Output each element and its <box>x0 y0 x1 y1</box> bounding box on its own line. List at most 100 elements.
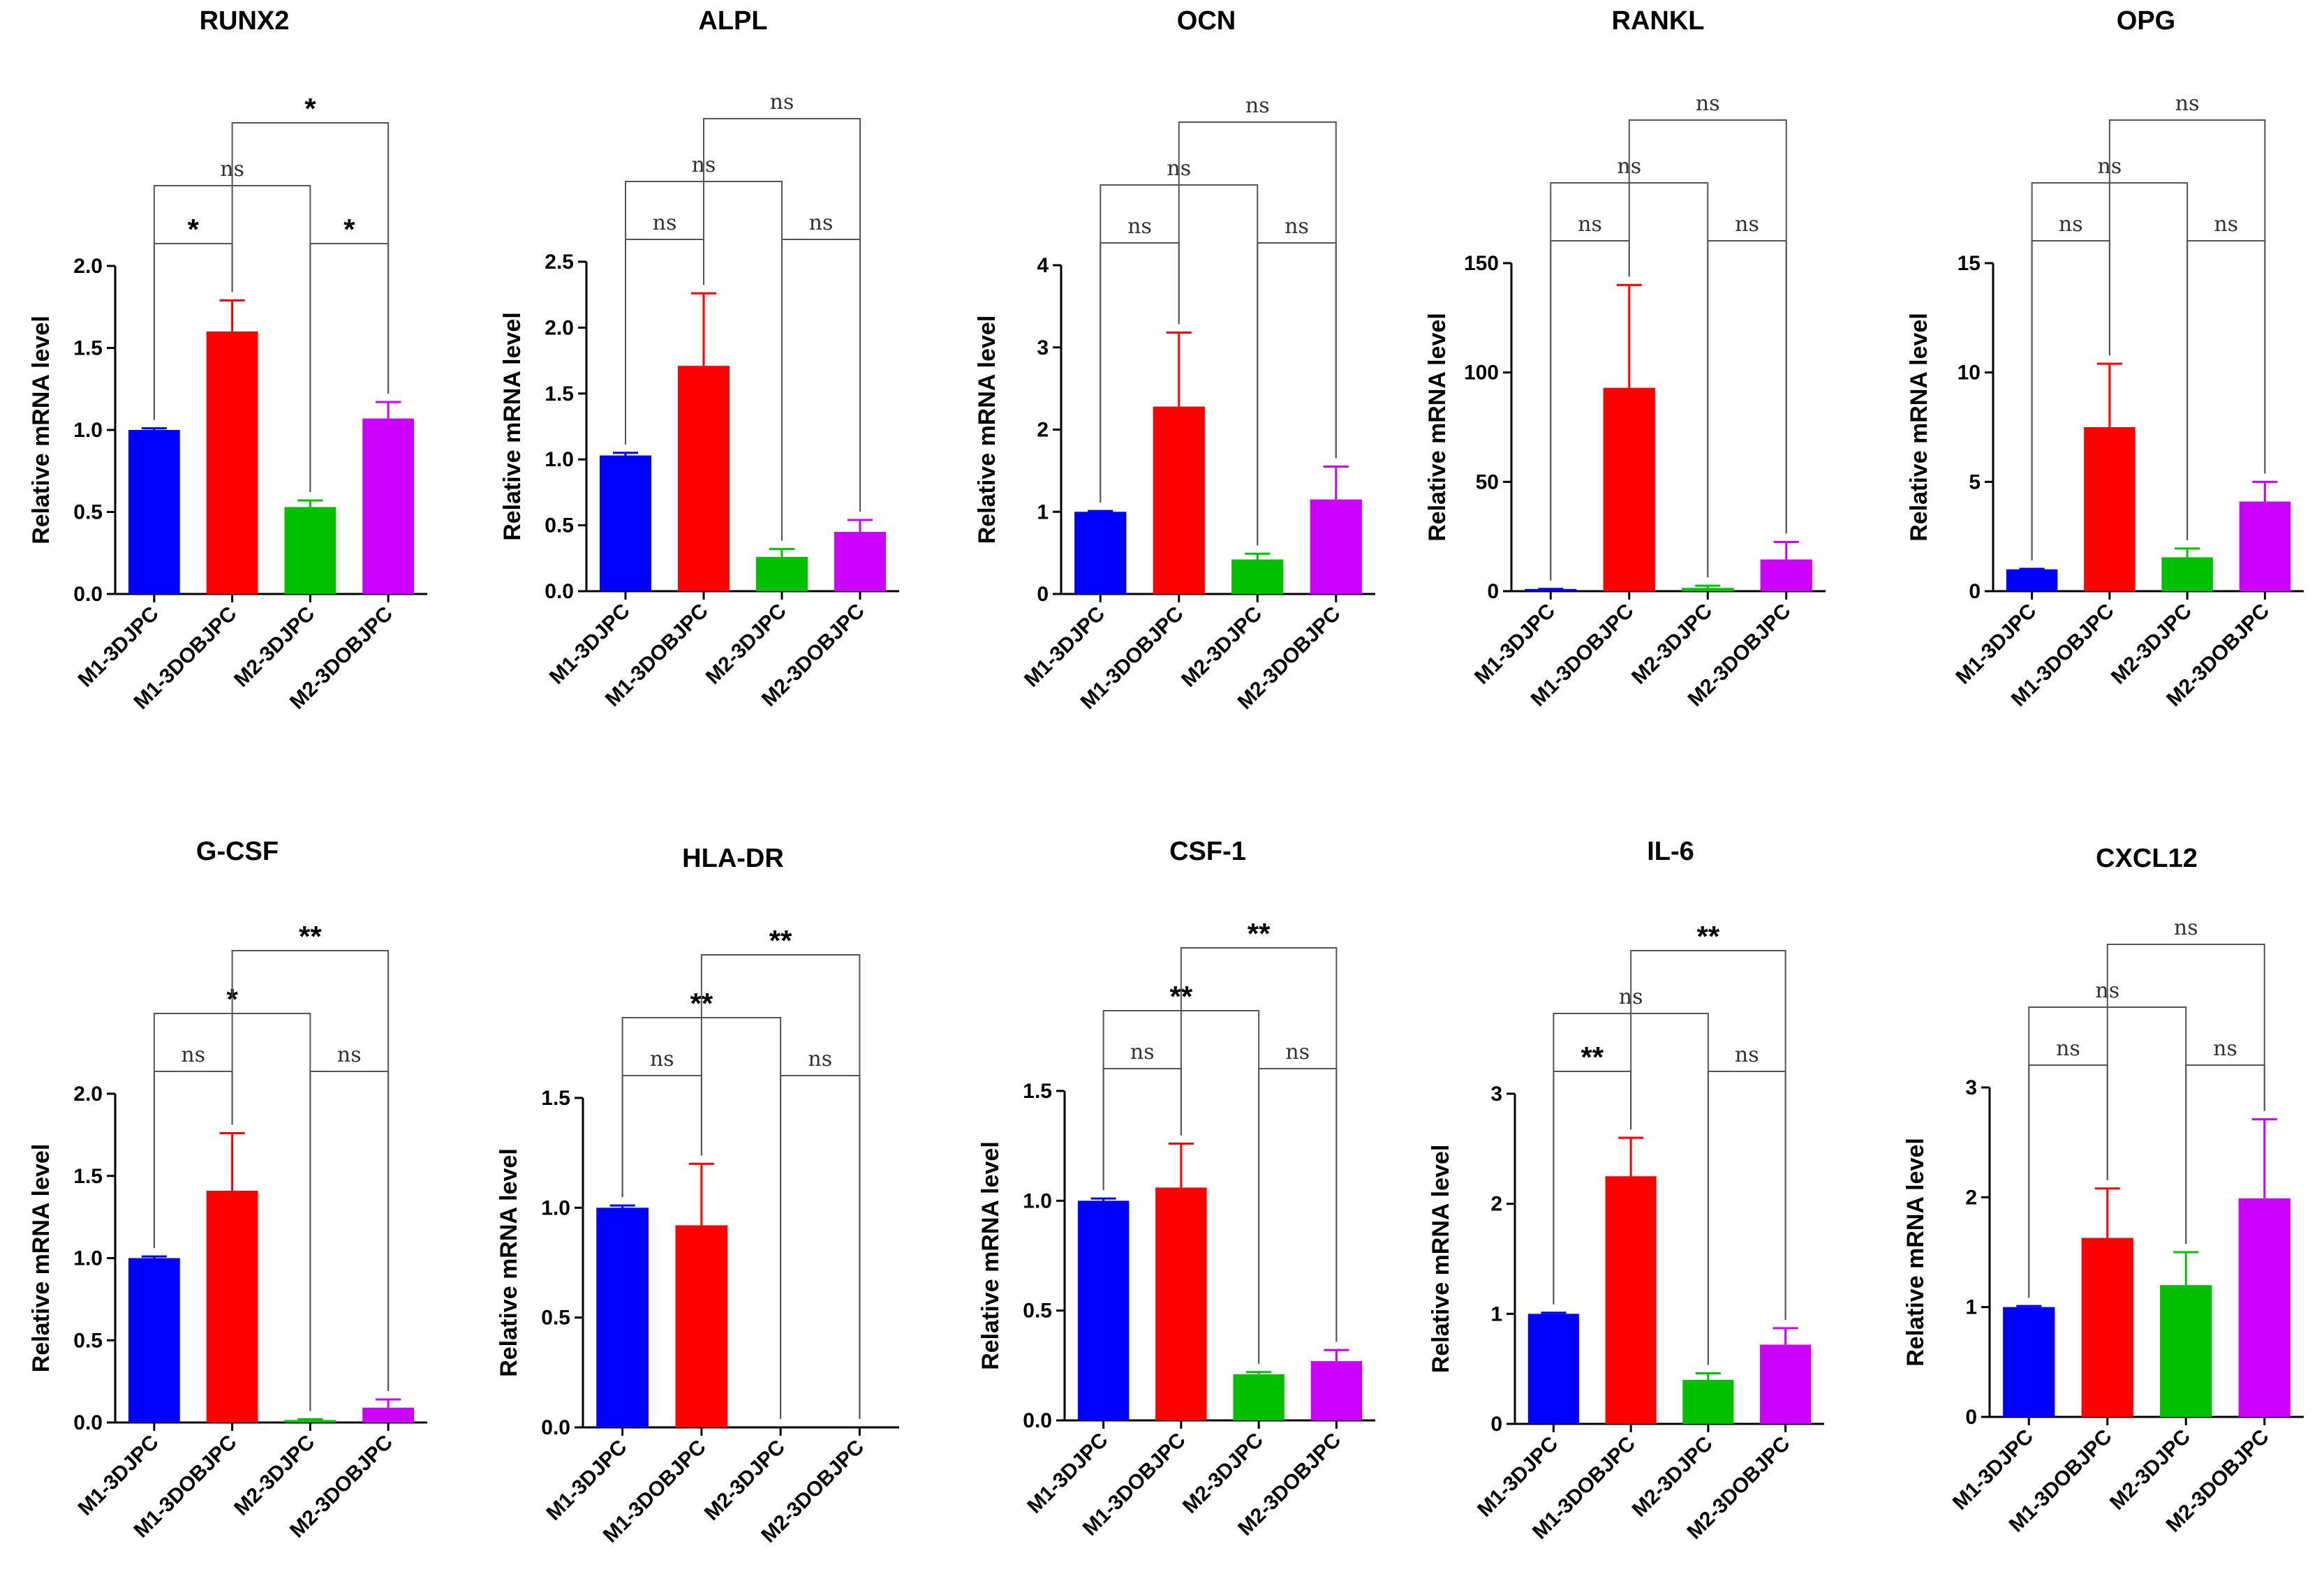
bar-m2-3dobjpc <box>2238 1198 2290 1417</box>
significance-label: ns <box>2056 1037 2080 1061</box>
bar-m1-3djpc <box>128 1258 180 1422</box>
significance-bracket <box>1180 947 1338 1342</box>
significance-bracket <box>1707 240 1787 578</box>
panel-title: RANKL <box>1612 6 1705 36</box>
significance-bracket <box>2186 240 2266 540</box>
y-tick-label: 0.5 <box>541 1307 570 1330</box>
significance-label: ns <box>2059 212 2083 237</box>
significance-bracket <box>700 954 861 1419</box>
panel-title: ALPL <box>698 6 767 36</box>
significance-label: ns <box>2214 212 2238 237</box>
y-tick-label: 1.0 <box>545 448 574 471</box>
bar-m1-3dobjpc <box>1155 1187 1207 1420</box>
panel-title: OPG <box>2117 6 2175 36</box>
bar-m2-3dobjpc <box>1760 1344 1812 1424</box>
significance-label: ns <box>1245 94 1270 118</box>
panel-title: RUNX2 <box>200 6 290 36</box>
y-tick-label: 2.5 <box>545 251 574 274</box>
significance-label: ns <box>181 1043 205 1067</box>
significance-bracket <box>231 122 390 394</box>
y-tick-label: 1.5 <box>541 1087 570 1110</box>
y-tick-label: 150 <box>1464 252 1499 275</box>
significance-bracket <box>2108 119 2266 474</box>
y-tick-label: 1.5 <box>73 1165 103 1188</box>
significance-label: ns <box>808 1047 832 1071</box>
y-axis-label: Relative mRNA level <box>974 315 1000 544</box>
y-axis-label: Relative mRNA level <box>1902 1138 1929 1367</box>
y-axis-label: Relative mRNA level <box>496 1148 522 1377</box>
panel-title: CXCL12 <box>2096 844 2198 873</box>
panel-title: OCN <box>1177 6 1236 36</box>
significance-label: ns <box>770 90 794 114</box>
significance-label: ns <box>2174 916 2198 940</box>
significance-bracket <box>703 118 861 512</box>
bar-m1-3dobjpc <box>1605 1176 1657 1424</box>
bar-m1-3djpc <box>1527 1314 1579 1424</box>
significance-label: ns <box>337 1043 362 1067</box>
panel-title: IL-6 <box>1647 837 1694 866</box>
bar-m2-3djpc <box>284 1420 336 1422</box>
y-tick-label: 1 <box>1965 1296 1977 1319</box>
significance-label: ** <box>1697 920 1720 953</box>
y-tick-label: 0 <box>1969 580 1981 603</box>
significance-bracket <box>2106 944 2265 1180</box>
y-tick-label: 100 <box>1464 362 1499 385</box>
bar-m2-3dobjpc <box>834 532 886 591</box>
y-axis-label: Relative mRNA level <box>1428 1145 1454 1374</box>
bar-m2-3djpc <box>2161 557 2213 591</box>
significance-label: ns <box>2175 91 2200 116</box>
y-tick-label: 5 <box>1969 470 1981 493</box>
bar-m1-3djpc <box>600 455 651 591</box>
significance-label: ns <box>1127 214 1152 239</box>
bar-m2-3djpc <box>284 507 336 594</box>
bar-m2-3dobjpc <box>1760 559 1812 591</box>
y-axis-label: Relative mRNA level <box>1424 313 1451 542</box>
significance-bracket <box>309 1071 390 1411</box>
significance-label: ** <box>1581 1041 1604 1073</box>
y-tick-label: 0.5 <box>545 514 574 537</box>
y-tick-label: 1 <box>1490 1302 1502 1325</box>
bar-m1-3dobjpc <box>2084 427 2136 591</box>
significance-label: ns <box>1735 1043 1759 1067</box>
y-tick-label: 0 <box>1965 1406 1977 1429</box>
y-tick-label: 1.0 <box>73 419 103 442</box>
y-tick-label: 0.5 <box>1023 1300 1052 1323</box>
bar-m1-3dobjpc <box>675 1225 728 1427</box>
y-tick-label: 2 <box>1490 1193 1502 1216</box>
significance-bracket <box>781 239 861 541</box>
significance-label: ns <box>1696 91 1720 116</box>
panel-title: HLA-DR <box>682 844 784 873</box>
significance-label: ns <box>1578 212 1602 237</box>
bar-m2-3djpc <box>1233 1374 1285 1420</box>
significance-bracket <box>1258 1068 1338 1364</box>
significance-bracket <box>780 1075 861 1419</box>
bar-m1-3dobjpc <box>2081 1238 2133 1417</box>
y-tick-label: 0.5 <box>73 1329 103 1352</box>
significance-bracket <box>1102 1068 1182 1191</box>
significance-label: ** <box>299 920 322 953</box>
y-tick-label: 1.0 <box>1023 1189 1052 1212</box>
y-tick-label: 0 <box>1487 580 1499 603</box>
bar-m2-3djpc <box>2160 1285 2212 1417</box>
bar-m1-3dobjpc <box>1603 387 1655 591</box>
bar-m1-3dobjpc <box>1153 406 1205 594</box>
y-tick-label: 0.0 <box>73 583 103 606</box>
significance-label: ns <box>1130 1040 1155 1064</box>
bar-m2-3dobjpc <box>1310 1361 1363 1420</box>
significance-label: * <box>304 92 316 125</box>
y-tick-label: 0.0 <box>545 580 574 603</box>
y-tick-label: 50 <box>1476 470 1499 493</box>
bar-m2-3dobjpc <box>362 1407 415 1422</box>
significance-label: ** <box>769 924 792 957</box>
significance-bracket <box>1628 119 1787 534</box>
y-tick-label: 0 <box>1037 583 1049 606</box>
